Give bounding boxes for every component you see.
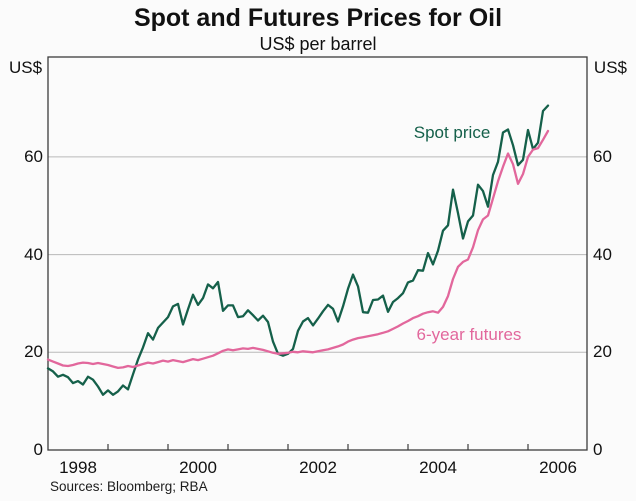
plot-frame	[47, 56, 588, 451]
series-label-6-year-futures: 6-year futures	[416, 325, 522, 344]
y-tick-label-right: 20	[593, 342, 612, 362]
y-tick-label-left: 60	[24, 146, 43, 166]
x-tick-label: 2004	[419, 458, 457, 477]
series-label-spot-price: Spot price	[413, 123, 491, 142]
chart-subtitle: US$ per barrel	[259, 34, 377, 54]
series-line-spot-price	[46, 104, 550, 396]
y-tick-label-left: 40	[24, 244, 43, 264]
y-tick-label-right: 60	[593, 146, 612, 166]
x-tick-label: 2000	[179, 458, 217, 477]
x-tick-label: 2002	[299, 458, 337, 477]
x-tick-label: 1998	[59, 458, 97, 477]
source-note: Sources: Bloomberg; RBA	[50, 479, 208, 494]
y-axis-unit-right: US$	[593, 58, 627, 77]
y-tick-label-left: 20	[24, 342, 43, 362]
y-tick-label-right: 40	[593, 244, 612, 264]
series-line-6-year-futures	[46, 129, 550, 370]
y-tick-label-left: 0	[33, 440, 43, 459]
chart-title: Spot and Futures Prices for Oil	[133, 4, 503, 32]
y-axis-unit-left: US$	[9, 58, 43, 77]
y-tick-label-right: 0	[593, 440, 603, 459]
x-tick-label: 2006	[539, 458, 577, 477]
